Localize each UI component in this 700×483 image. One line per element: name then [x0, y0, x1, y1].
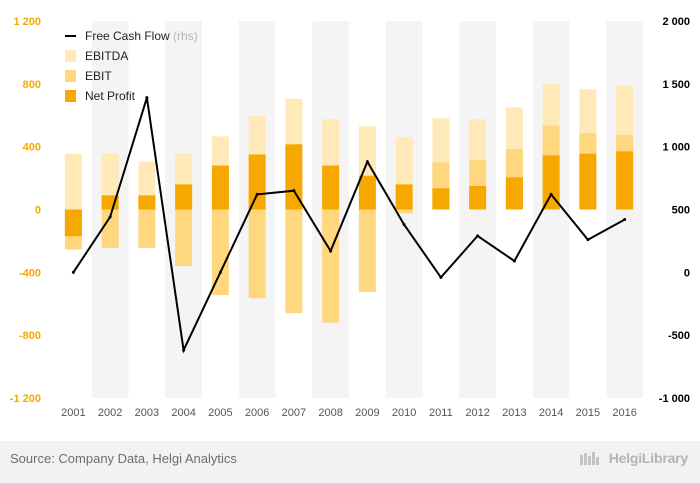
y-right-tick-label: -1 000 — [659, 393, 690, 405]
bar-ebit-2010[interactable] — [395, 209, 413, 214]
legend-label-ebitda: EBITDA — [85, 49, 128, 63]
legend-swatch-net-profit — [65, 90, 76, 102]
x-tick-label-2011: 2011 — [429, 407, 453, 419]
bar-net-profit-2004[interactable] — [175, 184, 193, 210]
bar-net-profit-2010[interactable] — [395, 184, 413, 210]
legend-item-net-profit[interactable]: Net Profit — [65, 89, 136, 103]
bar-net-profit-2012[interactable] — [469, 185, 487, 210]
legend-label-suffix: (rhs) — [170, 29, 198, 43]
bar-net-profit-2006[interactable] — [248, 154, 266, 210]
x-tick-label-2009: 2009 — [355, 407, 379, 419]
x-tick-label-2005: 2005 — [208, 407, 232, 419]
y-right-tick-label: 1 500 — [662, 79, 690, 91]
legend-swatch-ebit — [65, 70, 76, 82]
y-right-tick-label: 0 — [684, 267, 690, 279]
point-free-cash-flow-2005[interactable] — [218, 270, 222, 274]
bar-ebit-2004[interactable] — [175, 209, 193, 267]
bar-net-profit-2013[interactable] — [505, 177, 523, 210]
point-free-cash-flow-2012[interactable] — [476, 234, 480, 238]
point-free-cash-flow-2004[interactable] — [182, 348, 186, 352]
y-right-tick-label: 1 000 — [662, 142, 690, 154]
bar-net-profit-2007[interactable] — [285, 144, 303, 210]
point-free-cash-flow-2007[interactable] — [292, 189, 296, 193]
y-axis-right: 2 000 1 500 1 000 500 0 -500 -1 000 — [659, 16, 690, 405]
helgi-library-icon — [580, 452, 599, 465]
bar-net-profit-2005[interactable] — [211, 165, 229, 210]
x-tick-label-2007: 2007 — [282, 407, 306, 419]
legend-label-ebit: EBIT — [85, 69, 112, 83]
brand-logo[interactable]: HelgiLibrary — [579, 450, 688, 466]
bar-net-profit-2008[interactable] — [322, 165, 340, 210]
bar-ebitda-2001[interactable] — [64, 153, 82, 210]
x-tick-label-2002: 2002 — [98, 407, 122, 419]
point-free-cash-flow-2013[interactable] — [512, 259, 516, 263]
x-tick-label-2006: 2006 — [245, 407, 269, 419]
bar-ebit-2006[interactable] — [248, 209, 266, 299]
point-free-cash-flow-2015[interactable] — [586, 238, 590, 242]
bar-net-profit-2015[interactable] — [579, 153, 597, 210]
point-free-cash-flow-2010[interactable] — [402, 223, 406, 227]
legend-item-free-cash-flow[interactable]: Free Cash Flow (rhs) — [65, 29, 198, 43]
source-text: Source: Company Data, Helgi Analytics — [10, 451, 237, 466]
y-left-tick-label: -400 — [19, 267, 41, 279]
point-free-cash-flow-2001[interactable] — [71, 270, 75, 274]
bar-ebit-2003[interactable] — [138, 209, 156, 248]
x-tick-label-2003: 2003 — [135, 407, 159, 419]
point-free-cash-flow-2008[interactable] — [329, 249, 333, 253]
x-tick-label-2015: 2015 — [576, 407, 600, 419]
bar-ebit-2002[interactable] — [101, 209, 119, 248]
line-free-cash-flow[interactable] — [72, 97, 626, 354]
bar-ebit-2005[interactable] — [211, 209, 229, 296]
y-left-tick-label: 0 — [35, 205, 41, 217]
x-tick-label-2014: 2014 — [539, 407, 563, 419]
y-axis-left: 1 200 800 400 0 -400 -800 -1 200 — [10, 16, 41, 405]
x-tick-label-2012: 2012 — [465, 407, 489, 419]
point-free-cash-flow-2002[interactable] — [108, 215, 112, 219]
legend-item-ebit[interactable]: EBIT — [65, 69, 112, 83]
point-free-cash-flow-2003[interactable] — [145, 96, 149, 100]
point-free-cash-flow-2006[interactable] — [255, 192, 259, 196]
y-left-tick-label: -1 200 — [10, 393, 41, 405]
y-left-tick-label: -800 — [19, 330, 41, 342]
brand-name: HelgiLibrary — [608, 450, 688, 466]
bar-ebit-2009[interactable] — [358, 209, 376, 292]
point-free-cash-flow-2016[interactable] — [623, 218, 627, 222]
legend[interactable]: Free Cash Flow (rhs) EBITDA EBIT Net Profit — [65, 29, 198, 103]
bar-net-profit-2003[interactable] — [138, 195, 156, 210]
x-tick-label-2010: 2010 — [392, 407, 416, 419]
y-left-tick-label: 400 — [23, 142, 41, 154]
bar-ebit-2008[interactable] — [322, 209, 340, 323]
legend-swatch-ebitda — [65, 50, 76, 62]
y-right-tick-label: -500 — [668, 330, 690, 342]
legend-label-net-profit: Net Profit — [85, 89, 136, 103]
legend-item-ebitda[interactable]: EBITDA — [65, 49, 128, 63]
y-right-tick-label: 2 000 — [662, 16, 690, 28]
x-tick-label-2004: 2004 — [171, 407, 195, 419]
point-free-cash-flow-2014[interactable] — [549, 192, 553, 196]
bar-net-profit-2001[interactable] — [64, 209, 82, 237]
bars-layer — [64, 83, 634, 323]
combo-chart: 1 200 800 400 0 -400 -800 -1 200 2 000 1 500 1 0… — [10, 16, 690, 419]
x-tick-label-2008: 2008 — [318, 407, 342, 419]
fcf-line-layer — [71, 96, 627, 354]
x-tick-label-2016: 2016 — [612, 407, 636, 419]
bar-net-profit-2009[interactable] — [358, 175, 376, 210]
y-left-tick-label: 800 — [23, 79, 41, 91]
x-axis: 2001 2002 2003 2004 2005 2006 2007 2008 2009 2010… — [61, 407, 637, 419]
y-right-tick-label: 500 — [672, 205, 690, 217]
footer: Source: Company Data, Helgi Analytics He… — [0, 441, 700, 483]
legend-label-free-cash-flow: Free Cash Flow (rhs) — [85, 29, 198, 43]
y-left-tick-label: 1 200 — [13, 16, 41, 28]
bar-net-profit-2011[interactable] — [432, 188, 450, 210]
bar-ebit-2007[interactable] — [285, 209, 303, 314]
point-free-cash-flow-2009[interactable] — [365, 160, 369, 164]
bar-net-profit-2014[interactable] — [542, 155, 560, 210]
bar-net-profit-2016[interactable] — [616, 151, 634, 210]
x-tick-label-2013: 2013 — [502, 407, 526, 419]
point-free-cash-flow-2011[interactable] — [439, 275, 443, 279]
x-tick-label-2001: 2001 — [61, 407, 85, 419]
